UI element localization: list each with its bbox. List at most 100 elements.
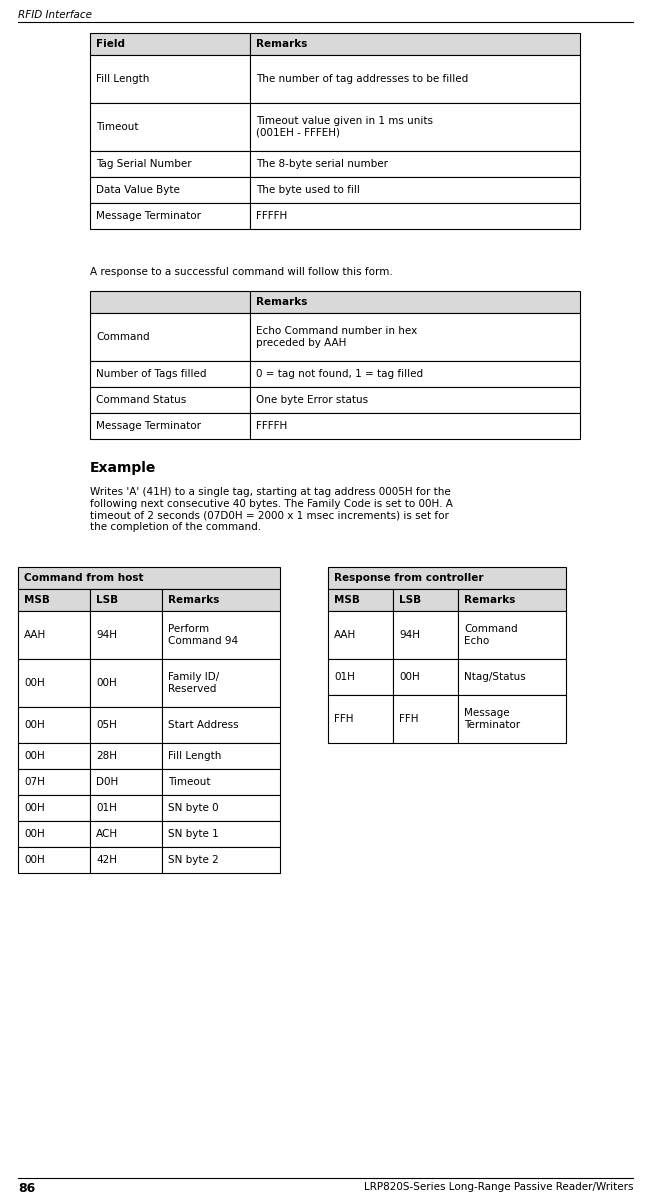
- Text: 00H: 00H: [96, 677, 117, 688]
- Bar: [90, 846, 162, 873]
- Bar: [250, 55, 580, 103]
- Bar: [328, 611, 393, 659]
- Text: Remarks: Remarks: [168, 595, 219, 605]
- Bar: [393, 659, 458, 695]
- Bar: [250, 291, 580, 313]
- Bar: [18, 611, 90, 659]
- Text: SN byte 1: SN byte 1: [168, 829, 219, 839]
- Text: MSB: MSB: [334, 595, 360, 605]
- Bar: [162, 659, 280, 707]
- Bar: [250, 34, 580, 55]
- Bar: [90, 361, 250, 387]
- Bar: [18, 567, 280, 589]
- Bar: [90, 151, 250, 177]
- Bar: [90, 177, 250, 203]
- Bar: [328, 695, 393, 743]
- Text: Writes 'A' (41H) to a single tag, starting at tag address 0005H for the
followin: Writes 'A' (41H) to a single tag, starti…: [90, 487, 453, 532]
- Bar: [18, 659, 90, 707]
- Text: 01H: 01H: [334, 671, 355, 682]
- Bar: [18, 707, 90, 743]
- Bar: [393, 589, 458, 611]
- Text: Number of Tags filled: Number of Tags filled: [96, 369, 206, 379]
- Bar: [18, 589, 90, 611]
- Bar: [90, 743, 162, 769]
- Text: 94H: 94H: [399, 629, 420, 640]
- Bar: [18, 769, 90, 795]
- Bar: [90, 769, 162, 795]
- Bar: [328, 567, 566, 589]
- Text: A response to a successful command will follow this form.: A response to a successful command will …: [90, 267, 393, 277]
- Text: 05H: 05H: [96, 721, 117, 730]
- Bar: [328, 589, 393, 611]
- Text: The byte used to fill: The byte used to fill: [256, 185, 360, 195]
- Text: AAH: AAH: [334, 629, 356, 640]
- Bar: [162, 743, 280, 769]
- Text: LRP820S-Series Long-Range Passive Reader/Writers: LRP820S-Series Long-Range Passive Reader…: [363, 1182, 633, 1192]
- Bar: [250, 412, 580, 439]
- Text: Response from controller: Response from controller: [334, 573, 484, 583]
- Bar: [250, 151, 580, 177]
- Bar: [328, 659, 393, 695]
- Text: Family ID/
Reserved: Family ID/ Reserved: [168, 673, 219, 694]
- Bar: [250, 177, 580, 203]
- Bar: [18, 846, 90, 873]
- Text: Command
Echo: Command Echo: [464, 625, 518, 646]
- Bar: [458, 611, 566, 659]
- Text: Remarks: Remarks: [256, 40, 307, 49]
- Bar: [90, 412, 250, 439]
- Text: 0 = tag not found, 1 = tag filled: 0 = tag not found, 1 = tag filled: [256, 369, 423, 379]
- Bar: [90, 291, 250, 313]
- Bar: [393, 611, 458, 659]
- Bar: [458, 589, 566, 611]
- Bar: [162, 769, 280, 795]
- Text: Start Address: Start Address: [168, 721, 239, 730]
- Text: Fill Length: Fill Length: [168, 751, 221, 761]
- Text: FFH: FFH: [334, 713, 353, 724]
- Bar: [90, 795, 162, 821]
- Text: 42H: 42H: [96, 855, 117, 864]
- Bar: [90, 707, 162, 743]
- Bar: [90, 313, 250, 361]
- Bar: [162, 611, 280, 659]
- Text: ACH: ACH: [96, 829, 118, 839]
- Bar: [250, 361, 580, 387]
- Text: The number of tag addresses to be filled: The number of tag addresses to be filled: [256, 74, 468, 84]
- Bar: [250, 387, 580, 412]
- Text: FFH: FFH: [399, 713, 419, 724]
- Bar: [90, 203, 250, 229]
- Text: The 8-byte serial number: The 8-byte serial number: [256, 159, 388, 169]
- Text: 01H: 01H: [96, 803, 117, 813]
- Bar: [90, 387, 250, 412]
- Bar: [250, 313, 580, 361]
- Text: Message Terminator: Message Terminator: [96, 421, 201, 430]
- Text: AAH: AAH: [24, 629, 46, 640]
- Text: FFFFH: FFFFH: [256, 421, 287, 430]
- Text: 00H: 00H: [399, 671, 420, 682]
- Bar: [90, 659, 162, 707]
- Bar: [90, 103, 250, 151]
- Text: Message
Terminator: Message Terminator: [464, 709, 520, 730]
- Text: MSB: MSB: [24, 595, 50, 605]
- Text: 00H: 00H: [24, 751, 45, 761]
- Text: Command: Command: [96, 332, 150, 342]
- Bar: [162, 846, 280, 873]
- Text: D0H: D0H: [96, 777, 118, 787]
- Text: Perform
Command 94: Perform Command 94: [168, 625, 238, 646]
- Text: 00H: 00H: [24, 721, 45, 730]
- Text: Command from host: Command from host: [24, 573, 143, 583]
- Text: LSB: LSB: [96, 595, 118, 605]
- Text: Tag Serial Number: Tag Serial Number: [96, 159, 191, 169]
- Bar: [90, 34, 250, 55]
- Text: Field: Field: [96, 40, 125, 49]
- Text: Data Value Byte: Data Value Byte: [96, 185, 180, 195]
- Text: Remarks: Remarks: [464, 595, 516, 605]
- Bar: [18, 743, 90, 769]
- Text: RFID Interface: RFID Interface: [18, 10, 92, 20]
- Text: 07H: 07H: [24, 777, 45, 787]
- Bar: [90, 55, 250, 103]
- Text: SN byte 0: SN byte 0: [168, 803, 219, 813]
- Bar: [250, 203, 580, 229]
- Bar: [458, 659, 566, 695]
- Text: Fill Length: Fill Length: [96, 74, 149, 84]
- Bar: [18, 795, 90, 821]
